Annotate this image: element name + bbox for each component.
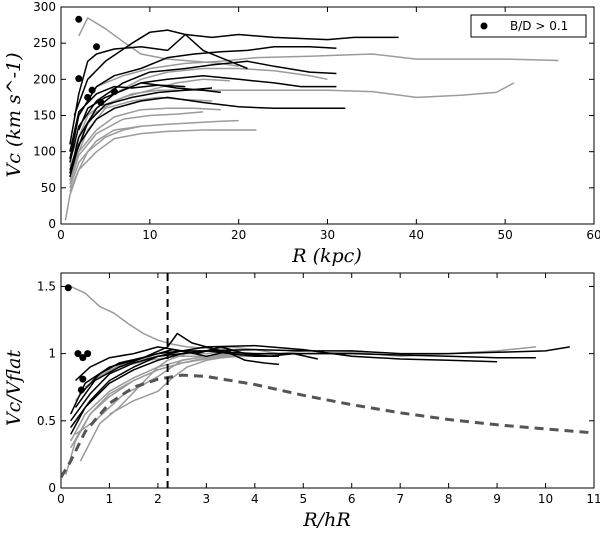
bottom-panel: 0 1 2 3 4 5 6 7 8 9 10 11 0 0.5 1 1.5 R/hR Vc/Vflat: [3, 272, 600, 531]
top-bd-point: [88, 86, 96, 94]
bottom-x-tick-label: 2: [154, 492, 162, 506]
top-y-tick-label: 300: [33, 0, 56, 14]
top-bd-point: [75, 15, 83, 23]
bottom-x-axis-label: R/hR: [302, 509, 350, 531]
top-series-gray-2: [69, 82, 515, 167]
top-y-tick-label: 50: [41, 181, 56, 195]
top-series-group: [64, 17, 559, 221]
bottom-x-tick-label: 8: [445, 492, 453, 506]
bottom-series-black-1: [70, 346, 570, 415]
top-bd-points: [75, 15, 118, 106]
top-series-gray-10: [78, 78, 230, 138]
bottom-series-gray-1: [70, 285, 255, 351]
bottom-ticks: 0 1 2 3 4 5 6 7 8 9 10 11 0 0.5 1 1.5: [37, 273, 600, 506]
top-series-gray-7: [69, 129, 257, 192]
bottom-y-tick-label: 0.5: [37, 414, 56, 428]
top-x-tick-label: 30: [320, 228, 335, 242]
bottom-x-tick-label: 7: [396, 492, 404, 506]
legend-box: [470, 14, 587, 38]
top-y-tick-label: 0: [48, 217, 56, 231]
top-bd-point: [97, 98, 105, 106]
top-series-black-8: [69, 87, 213, 171]
legend-marker: [480, 22, 488, 30]
bottom-bd-point: [79, 354, 87, 362]
top-bd-point: [93, 43, 101, 51]
bottom-x-tick-label: 0: [57, 492, 65, 506]
bottom-bd-point: [79, 375, 87, 383]
top-y-tick-label: 150: [33, 109, 56, 123]
bottom-x-tick-label: 6: [348, 492, 356, 506]
bottom-x-tick-label: 9: [493, 492, 501, 506]
top-series-gray-1: [78, 53, 559, 116]
top-y-tick-label: 250: [33, 36, 56, 50]
top-x-tick-label: 50: [498, 228, 513, 242]
top-x-axis-label: R (kpc): [291, 245, 362, 267]
bottom-x-tick-label: 1: [106, 492, 114, 506]
bottom-bd-point: [77, 386, 85, 394]
bottom-x-tick-label: 3: [203, 492, 211, 506]
top-ticks: 0 10 20 30 40 50 60 0 50 100 150 200 250 300: [33, 0, 600, 242]
bottom-y-tick-label: 0: [48, 481, 56, 495]
bottom-series-black-2: [74, 332, 280, 408]
top-series-gray-5: [69, 107, 221, 181]
bottom-series-black-6: [70, 350, 279, 435]
top-bd-point: [84, 93, 92, 101]
top-x-tick-label: 20: [231, 228, 246, 242]
bottom-bd-points: [64, 284, 92, 394]
top-x-tick-label: 60: [586, 228, 600, 242]
bottom-plot-frame: [60, 272, 595, 489]
bottom-x-tick-label: 5: [299, 492, 307, 506]
top-series-black-9: [78, 82, 221, 131]
top-bd-point: [110, 88, 118, 96]
bottom-series-gray-5: [79, 352, 255, 462]
bottom-bd-point: [64, 284, 72, 292]
bottom-bd-point: [84, 350, 92, 358]
top-series-black-5: [69, 74, 337, 174]
bottom-series-black-4: [70, 344, 498, 428]
top-x-tick-label: 10: [142, 228, 157, 242]
top-series-black-6: [69, 96, 346, 178]
legend-label: B/D > 0.1: [510, 19, 568, 33]
top-bd-point: [75, 75, 83, 83]
top-y-tick-label: 200: [33, 72, 56, 86]
bottom-series-gray-8: [109, 355, 255, 415]
bottom-x-tick-label: 11: [586, 492, 600, 506]
bottom-y-tick-label: 1.5: [37, 279, 56, 293]
top-series-black-2: [73, 29, 248, 116]
top-series-gray-4: [78, 17, 239, 68]
legend: B/D > 0.1: [470, 14, 587, 38]
top-y-tick-label: 100: [33, 145, 56, 159]
top-x-tick-label: 40: [409, 228, 424, 242]
bottom-series-black-7: [74, 346, 231, 382]
bottom-x-tick-label: 4: [251, 492, 259, 506]
bottom-x-tick-label: 10: [538, 492, 553, 506]
bottom-model-dashed-curve: [59, 373, 595, 479]
top-series-gray-11: [64, 125, 142, 221]
bottom-series-gray-6: [65, 352, 328, 475]
top-series-black-1: [69, 33, 399, 145]
bottom-y-tick-label: 1: [48, 347, 56, 361]
bottom-bd-point: [74, 350, 82, 358]
bottom-y-axis-label: Vc/Vflat: [3, 350, 25, 426]
top-series-black-4: [69, 60, 337, 163]
top-x-tick-label: 0: [57, 228, 65, 242]
bottom-series-black-3: [70, 350, 536, 422]
top-series-gray-9: [69, 111, 204, 185]
top-y-axis-label: Vc (km s^-1): [3, 53, 25, 178]
bottom-series-group: [59, 273, 595, 488]
